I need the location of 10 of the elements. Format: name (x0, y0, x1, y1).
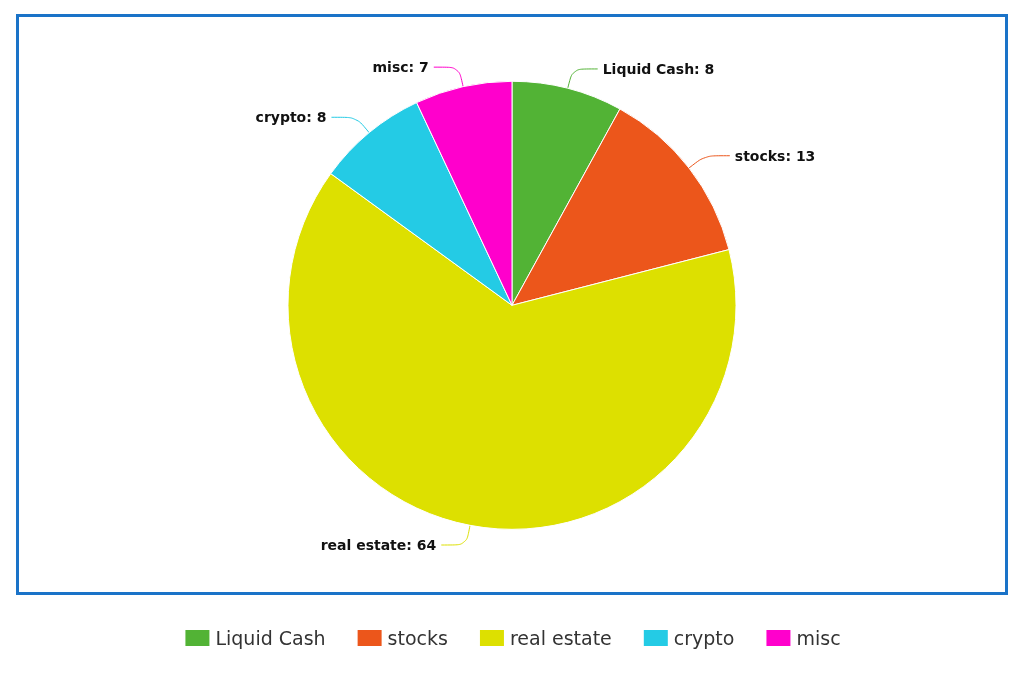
data-label: Liquid Cash: 8 (602, 60, 715, 77)
data-label: real estate: 64 (320, 537, 437, 553)
legend-label: Liquid Cash (215, 627, 326, 649)
legend-label: real estate (509, 627, 612, 649)
legend-label: misc (796, 627, 841, 649)
data-label: misc: 7 (372, 59, 429, 76)
data-label: stocks: 13 (734, 147, 816, 164)
legend-label: stocks (387, 627, 448, 649)
data-label: crypto: 8 (255, 109, 327, 126)
legend-label: crypto (673, 627, 735, 649)
